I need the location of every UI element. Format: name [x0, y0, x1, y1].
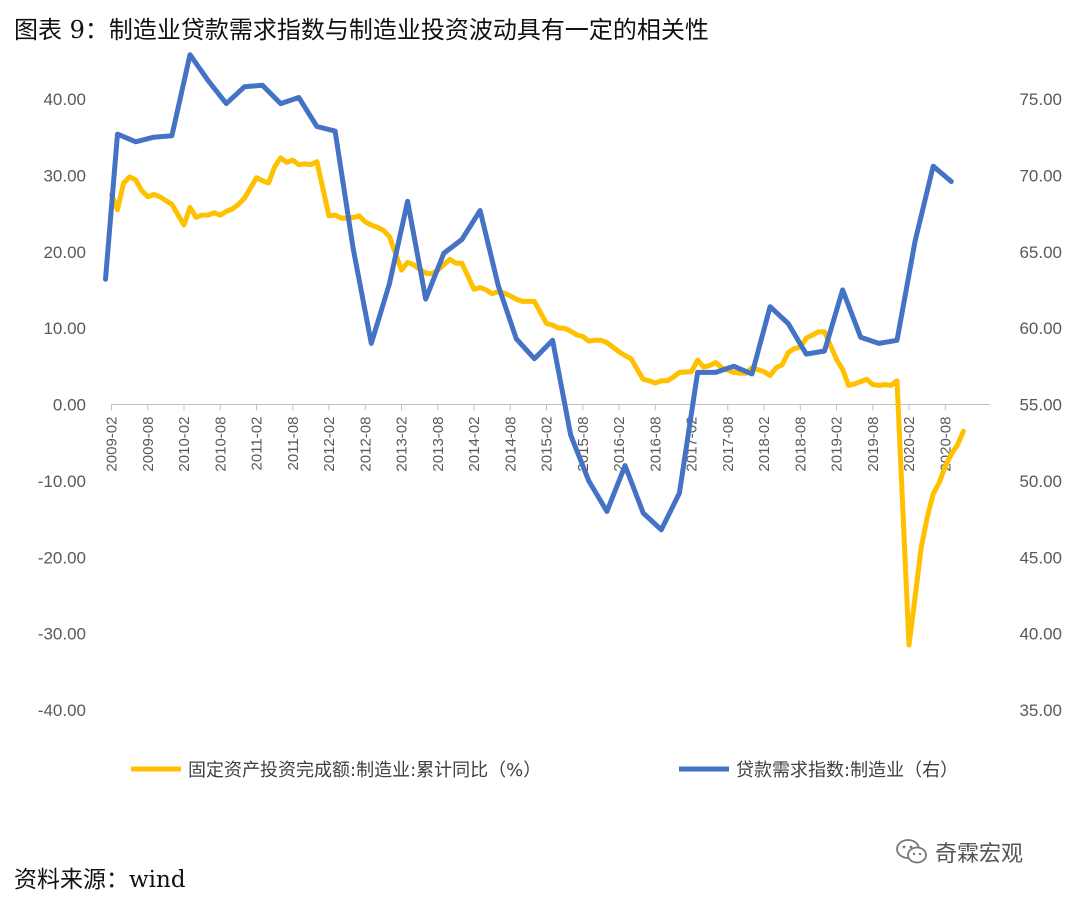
legend: 固定资产投资完成额:制造业:累计同比（%） 贷款需求指数:制造业（右）: [131, 760, 958, 781]
wechat-icon: [896, 839, 927, 864]
left-tick-label: 10.00: [43, 319, 86, 338]
right-tick-label: 50.00: [1019, 472, 1062, 491]
legend-label-loan: 贷款需求指数:制造业（右）: [736, 760, 958, 781]
x-tick-label: 2019-02: [829, 417, 846, 472]
chart-title: 图表 9：制造业贷款需求指数与制造业投资波动具有一定的相关性: [14, 16, 709, 44]
left-tick-label: -40.00: [38, 701, 86, 720]
x-tick-label: 2019-08: [865, 417, 882, 472]
right-tick-label: 55.00: [1019, 396, 1062, 415]
right-tick-label: 45.00: [1019, 548, 1062, 567]
x-tick-label: 2015-02: [539, 417, 556, 472]
x-tick-label: 2011-08: [285, 417, 302, 471]
x-tick-label: 2011-02: [249, 417, 266, 471]
x-tick-label: 2009-08: [140, 417, 157, 472]
source-note: 资料来源：wind: [14, 867, 186, 893]
left-tick-label: -10.00: [38, 472, 86, 491]
right-axis-ticks: 75.00 70.00 65.00 60.00 55.00 50.00 45.00 40.00…: [1019, 90, 1062, 720]
series-layer: [103, 52, 966, 648]
x-tick-label: 2013-02: [394, 417, 411, 472]
x-tick-label: 2016-02: [611, 417, 628, 472]
left-tick-label: 0.00: [53, 396, 86, 415]
x-tick-label: 2018-08: [792, 417, 809, 472]
x-tick-label: 2013-08: [430, 417, 447, 472]
left-tick-label: -20.00: [38, 548, 86, 567]
right-tick-label: 65.00: [1019, 243, 1062, 262]
x-tick-label: 2020-02: [901, 417, 918, 472]
x-tick-label: 2012-08: [357, 417, 374, 472]
x-axis-ticks: 2009-02 2009-08 2010-02 2010-08 2011-02 2011-…: [104, 404, 954, 472]
left-tick-label: 40.00: [43, 90, 86, 109]
series-line-loan-demand: [103, 52, 954, 533]
series-line-investment: [109, 155, 966, 648]
x-tick-label: 2010-08: [212, 417, 229, 472]
x-tick-label: 2018-02: [756, 417, 773, 472]
right-tick-label: 70.00: [1019, 166, 1062, 185]
right-tick-label: 35.00: [1019, 701, 1062, 720]
legend-label-investment: 固定资产投资完成额:制造业:累计同比（%）: [188, 760, 541, 781]
x-tick-label: 2009-02: [104, 417, 121, 472]
right-tick-label: 75.00: [1019, 90, 1062, 109]
x-tick-label: 2014-08: [502, 417, 519, 472]
left-axis-ticks: 40.00 30.00 20.00 10.00 0.00 -10.00 -20.00 -30.…: [38, 90, 86, 720]
left-tick-label: 30.00: [43, 166, 86, 185]
right-tick-label: 60.00: [1019, 319, 1062, 338]
right-tick-label: 40.00: [1019, 625, 1062, 644]
watermark: 奇霖宏观: [895, 836, 1023, 868]
x-tick-label: 2014-02: [466, 417, 483, 472]
left-tick-label: -30.00: [38, 625, 86, 644]
x-tick-label: 2010-02: [176, 417, 193, 472]
watermark-text: 奇霖宏观: [935, 842, 1024, 867]
left-tick-label: 20.00: [43, 243, 86, 262]
x-tick-label: 2016-08: [647, 417, 664, 472]
x-tick-label: 2012-02: [321, 417, 338, 472]
x-tick-label: 2017-08: [720, 417, 737, 472]
